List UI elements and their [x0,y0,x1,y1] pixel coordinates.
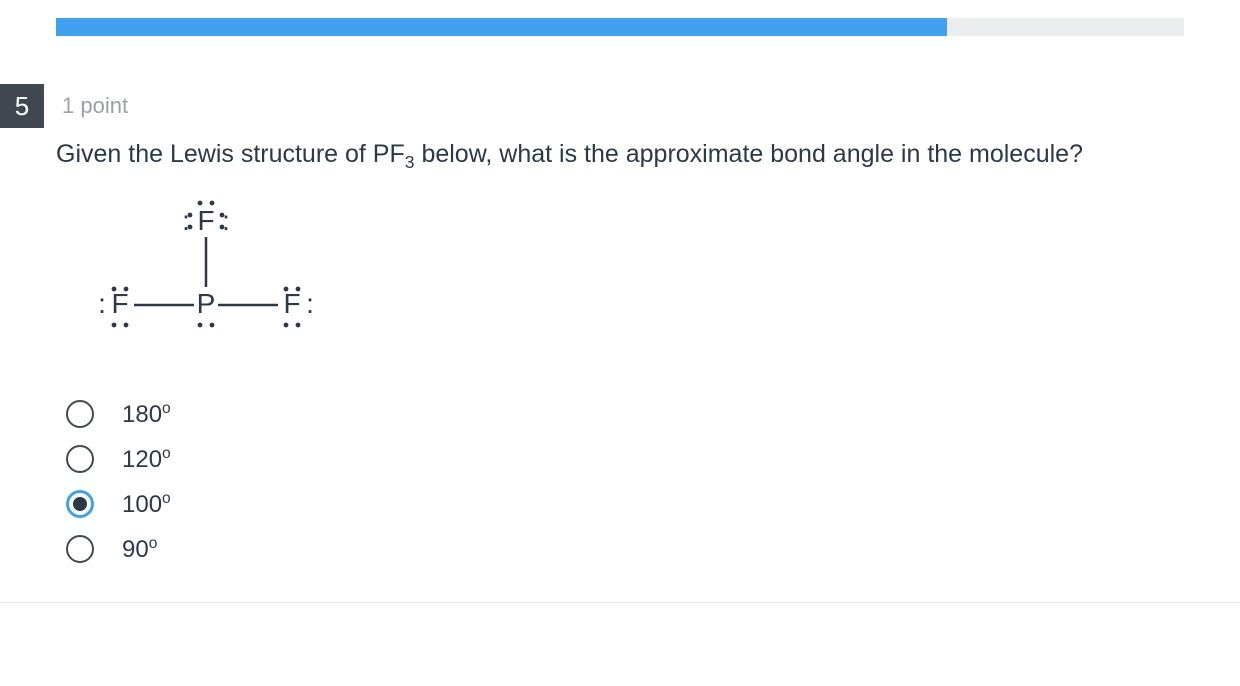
answer-option-3[interactable]: 90o [66,527,1184,572]
question-stem-post: below, what is the approximate bond angl… [415,140,1083,168]
answer-label: 100o [122,490,171,519]
question-stem: Given the Lewis structure of PF3 below, … [56,138,1184,175]
answer-label: 90o [122,535,157,564]
lewis-lonepairs-p [198,322,215,327]
progress-bar-track [56,18,1184,36]
question-stem-pre: Given the Lewis structure of PF [56,140,405,168]
question-header: 5 1 point [56,84,1184,128]
lewis-colon-f-left: : [98,288,106,319]
question-points: 1 point [62,93,128,119]
lewis-atom-f-right: F [283,288,300,319]
lewis-atom-p: P [197,288,216,319]
answer-degree: o [162,490,171,507]
answer-degree: o [162,400,171,417]
answer-degree: o [162,445,171,462]
answer-value: 120 [122,446,162,473]
lewis-colon-right-top: : [222,205,230,236]
answer-list: 180o 120o 100o 90o [66,392,1184,572]
answer-option-2[interactable]: 100o [66,482,1184,527]
question-stem-subscript: 3 [405,152,415,172]
lewis-structure: F : : P [76,195,336,370]
answer-label: 120o [122,445,171,474]
answer-value: 90 [122,536,149,563]
answer-value: 100 [122,491,162,518]
answer-label: 180o [122,400,171,429]
lewis-colon-f-right: : [306,288,314,319]
question-container: 5 1 point Given the Lewis structure of P… [0,84,1240,572]
answer-value: 180 [122,401,162,428]
lewis-atom-f-top: F [197,205,214,236]
question-number-badge: 5 [0,84,44,128]
answer-option-0[interactable]: 180o [66,392,1184,437]
question-divider [0,602,1240,603]
radio-icon[interactable] [66,445,94,473]
radio-icon[interactable] [66,400,94,428]
radio-icon[interactable] [66,535,94,563]
radio-icon-selected[interactable] [66,490,94,518]
answer-degree: o [149,535,158,552]
lewis-colon-left-top: : [182,205,190,236]
lewis-atom-f-left: F [111,288,128,319]
answer-option-1[interactable]: 120o [66,437,1184,482]
progress-bar-fill [56,18,947,36]
